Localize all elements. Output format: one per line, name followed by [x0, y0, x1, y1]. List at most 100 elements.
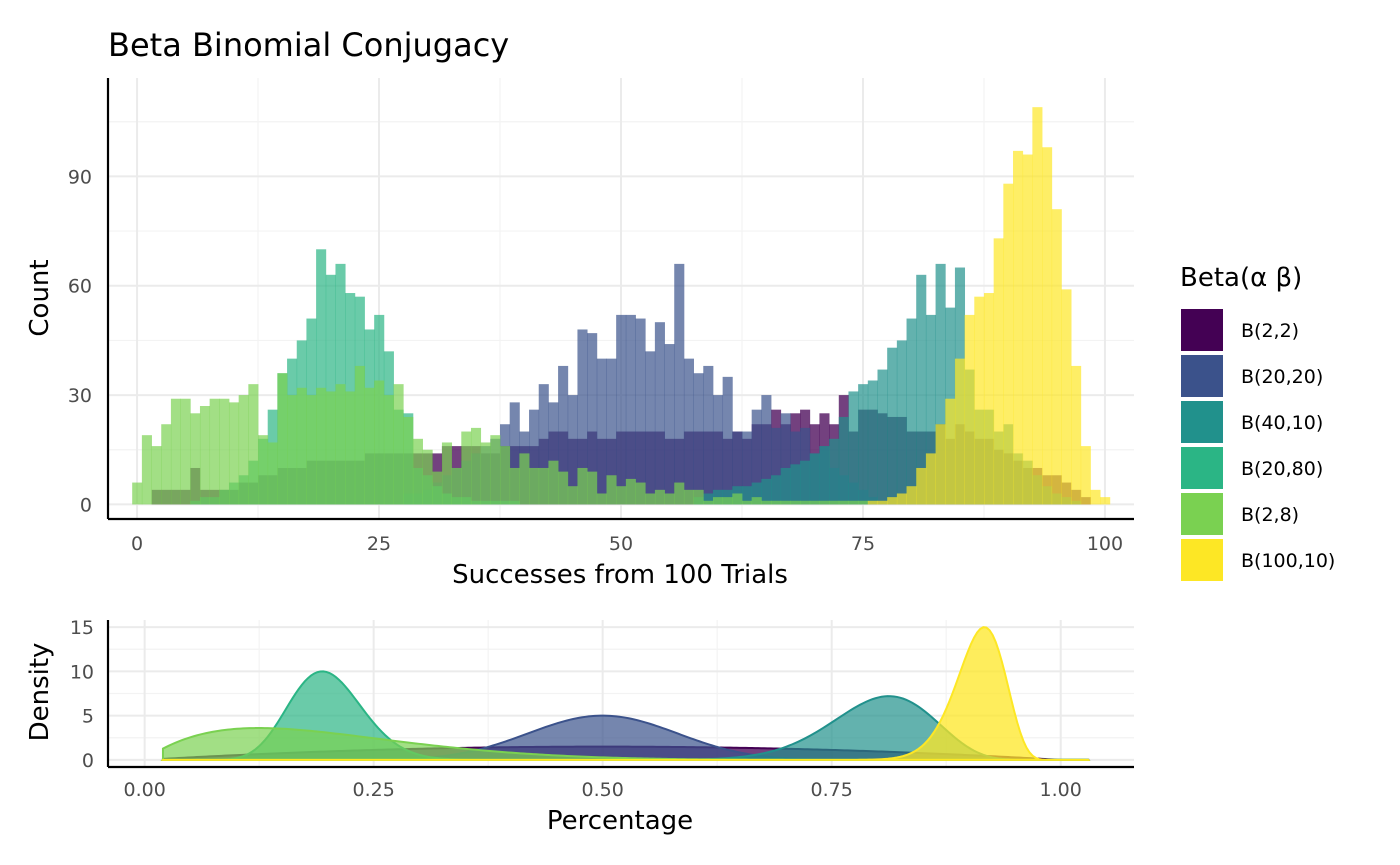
histogram-bar — [858, 500, 869, 505]
histogram-bar — [819, 446, 830, 505]
density-curve-B(100,10) — [160, 626, 1090, 761]
histogram-bar — [519, 453, 530, 505]
histogram-bar — [558, 471, 569, 505]
histogram-bar — [674, 482, 685, 505]
histogram-bar — [1090, 489, 1101, 505]
histogram-bar — [364, 387, 375, 505]
histogram-bar — [741, 431, 753, 505]
histogram-x-tick-label: 75 — [851, 533, 875, 555]
histogram-bar — [567, 486, 578, 505]
histogram-bar — [848, 500, 859, 505]
histogram-bar — [809, 500, 820, 505]
histogram-x-tick-label: 25 — [367, 533, 391, 555]
histogram-axes: 0 25 50 75 100 0 30 60 90 — [68, 78, 1134, 555]
histogram-bar — [1100, 497, 1111, 505]
legend-item: B(20,80) — [1181, 447, 1323, 489]
histogram-bar — [712, 395, 724, 505]
histogram-bar — [490, 435, 501, 505]
histogram-x-tick-label: 0 — [131, 533, 143, 555]
histogram-bar — [858, 384, 869, 505]
histogram-bar — [771, 427, 782, 505]
histogram-bar — [180, 398, 191, 505]
histogram-bar — [790, 464, 801, 505]
histogram-bar — [703, 493, 714, 505]
legend-item: B(40,10) — [1181, 401, 1323, 443]
histogram-bar — [925, 314, 936, 505]
histogram-bar — [732, 493, 743, 505]
histogram-bar — [925, 453, 936, 505]
histogram-bar — [577, 467, 588, 505]
histogram-bar — [219, 398, 230, 505]
histogram-bar — [606, 358, 617, 505]
histogram-series-B(100,10) — [867, 107, 1111, 505]
histogram-bar — [480, 442, 491, 505]
histogram-bar — [761, 478, 772, 505]
histogram-bar — [790, 500, 801, 505]
legend-label: B(100,10) — [1241, 550, 1335, 572]
histogram-bar — [1051, 209, 1062, 505]
histogram-bar — [800, 500, 811, 505]
density-y-tick-label: 0 — [82, 750, 94, 772]
histogram-bar — [616, 314, 627, 505]
legend-swatch — [1181, 309, 1223, 351]
histogram-bar — [654, 322, 665, 505]
legend-items: B(2,2) B(20,20) B(40,10) B(20,80) B(2,8) B(10… — [1181, 309, 1335, 581]
histogram-series-B(2,8) — [132, 365, 869, 505]
histogram-bar — [964, 314, 975, 505]
density-curves — [160, 626, 1090, 761]
histogram-bar — [722, 376, 733, 505]
histogram-bar — [887, 497, 898, 505]
histogram-bar — [548, 460, 559, 505]
density-y-tick-label: 15 — [70, 617, 94, 639]
legend-label: B(40,10) — [1241, 412, 1323, 434]
histogram-bar — [228, 402, 240, 505]
histogram-bar — [712, 497, 724, 505]
histogram-bar — [935, 263, 946, 505]
histogram-bar — [383, 395, 394, 505]
legend-label: B(20,80) — [1241, 458, 1323, 480]
histogram-bar — [906, 318, 917, 505]
histogram-bar — [683, 358, 694, 505]
histogram-bar — [761, 395, 772, 505]
legend-swatch — [1181, 493, 1223, 535]
density-x-tick-label: 0.25 — [353, 779, 395, 801]
histogram-bar — [596, 493, 607, 505]
histogram-bar — [974, 296, 985, 505]
histogram-bar — [345, 391, 356, 505]
density-x-tick-label: 1.00 — [1040, 779, 1082, 801]
histogram-bar — [683, 489, 694, 505]
histogram-bar — [780, 467, 791, 505]
histogram-bar — [867, 500, 878, 505]
histogram-bar — [238, 395, 249, 505]
histogram-bar — [354, 365, 365, 505]
density-x-tick-label: 0.00 — [123, 779, 165, 801]
histogram-bar — [945, 398, 956, 505]
histogram-bar — [993, 238, 1004, 505]
histogram-bar — [693, 489, 704, 505]
histogram-bar — [1003, 183, 1014, 505]
histogram-y-tick-label: 90 — [68, 166, 92, 188]
histogram-bar — [877, 500, 888, 505]
histogram-bar — [751, 482, 762, 505]
legend-swatch — [1181, 539, 1223, 581]
histogram-bar — [780, 413, 791, 505]
histogram-bar — [190, 413, 201, 505]
histogram-bar — [1013, 150, 1024, 505]
density-x-tick-label: 0.75 — [811, 779, 853, 801]
histogram-bar — [141, 435, 152, 505]
histogram-bar — [596, 358, 607, 505]
legend-swatch — [1181, 447, 1223, 489]
histogram-bar — [500, 446, 511, 505]
histogram-bar — [809, 453, 820, 505]
histogram-bar — [587, 471, 598, 505]
histogram-bar — [199, 406, 211, 505]
histogram-bar — [741, 486, 753, 505]
histogram-bar — [635, 482, 646, 505]
histogram-bar — [916, 467, 927, 505]
histogram-bar — [538, 384, 549, 505]
histogram-bar — [441, 442, 453, 505]
histogram-bar — [316, 249, 327, 505]
histogram-bar — [335, 384, 346, 505]
